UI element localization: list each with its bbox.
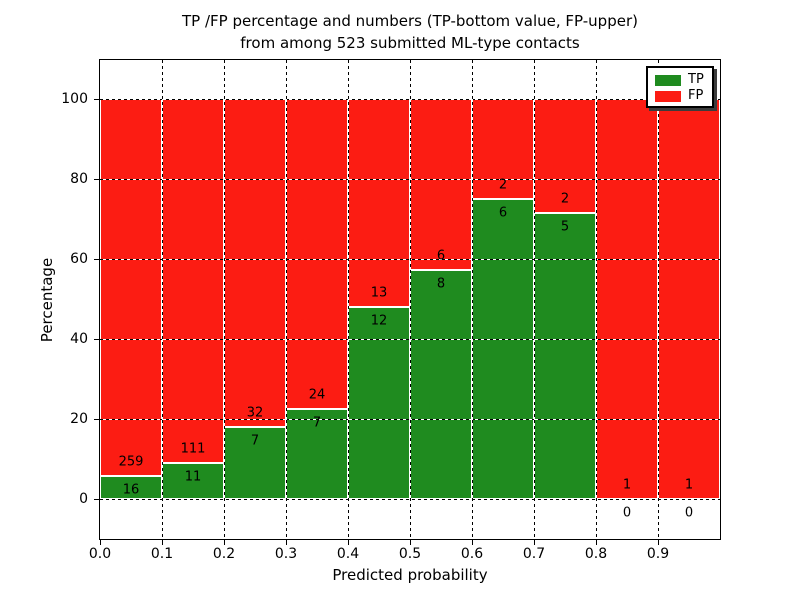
- x-tick-mark: [348, 540, 349, 545]
- annotation-tp-count: 0: [622, 505, 632, 521]
- y-tick-mark: [94, 499, 99, 500]
- x-tick-label: 0.4: [336, 546, 360, 562]
- annotation-tp-count: 8: [436, 276, 446, 292]
- x-tick-mark: [472, 540, 473, 545]
- gridline-vertical: [162, 60, 163, 539]
- legend-item-fp: FP: [655, 88, 705, 104]
- annotation-fp-count: 24: [308, 387, 326, 403]
- x-tick-label: 0.1: [150, 546, 174, 562]
- annotation-fp-count: 13: [370, 285, 388, 301]
- gridline-vertical: [410, 60, 411, 539]
- annotation-tp-count: 16: [122, 482, 140, 498]
- y-axis-label: Percentage: [38, 257, 56, 343]
- gridline-vertical: [348, 60, 349, 539]
- x-tick-label: 0.0: [88, 546, 112, 562]
- bar-segment-tp: [472, 199, 534, 499]
- x-tick-label: 0.6: [460, 546, 484, 562]
- annotation-fp-count: 1: [622, 477, 632, 493]
- x-tick-mark: [410, 540, 411, 545]
- bar-segment-fp: [224, 99, 286, 428]
- annotation-tp-count: 0: [684, 505, 694, 521]
- x-tick-mark: [224, 540, 225, 545]
- y-tick-label: 0: [79, 491, 88, 507]
- chart-title-line2: from among 523 submitted ML-type contact…: [240, 34, 580, 52]
- gridline-vertical: [286, 60, 287, 539]
- plot-area: 259 16 111 11 32 7 24 7 13 12 6 8 2 6 2 5 1 0 1 0: [99, 59, 721, 540]
- x-tick-mark: [596, 540, 597, 545]
- chart-title-line1: TP /FP percentage and numbers (TP-bottom…: [182, 12, 638, 30]
- y-tick-label: 60: [70, 251, 88, 267]
- y-tick-mark: [94, 99, 99, 100]
- bar-segment-tp: [534, 213, 596, 499]
- y-tick-label: 20: [70, 411, 88, 427]
- annotation-tp-count: 7: [250, 433, 260, 449]
- bar-segment-fp: [162, 99, 224, 463]
- x-tick-mark: [162, 540, 163, 545]
- bar-segment-fp: [100, 99, 162, 476]
- annotation-fp-count: 2: [560, 191, 570, 207]
- annotation-fp-count: 1: [684, 477, 694, 493]
- x-tick-mark: [100, 540, 101, 545]
- legend-label-tp: TP: [688, 72, 704, 87]
- legend: TP FP: [646, 66, 714, 108]
- tp-color-swatch-icon: [655, 74, 681, 86]
- annotation-fp-count: 111: [180, 441, 206, 457]
- x-axis-label: Predicted probability: [332, 566, 488, 584]
- annotation-tp-count: 6: [498, 205, 508, 221]
- bar-segment-fp: [596, 99, 658, 499]
- bar-segment-tp: [224, 427, 286, 499]
- fp-color-swatch-icon: [655, 90, 681, 102]
- annotation-fp-count: 6: [436, 248, 446, 264]
- x-tick-label: 0.5: [398, 546, 422, 562]
- legend-label-fp: FP: [688, 88, 704, 103]
- y-tick-mark: [94, 339, 99, 340]
- gridline-vertical: [658, 60, 659, 539]
- gridline-vertical: [534, 60, 535, 539]
- x-tick-label: 0.3: [274, 546, 298, 562]
- bar-segment-tp: [162, 462, 224, 499]
- y-tick-mark: [94, 179, 99, 180]
- y-tick-mark: [94, 259, 99, 260]
- gridline-vertical: [472, 60, 473, 539]
- bar-segment-fp: [348, 99, 410, 307]
- annotation-fp-count: 32: [246, 405, 264, 421]
- annotation-fp-count: 2: [498, 177, 508, 193]
- annotation-fp-count: 259: [118, 454, 144, 470]
- bar-segment-fp: [286, 99, 348, 409]
- x-tick-label: 0.2: [212, 546, 236, 562]
- bar-segment-tp: [348, 307, 410, 499]
- y-tick-label: 100: [61, 91, 88, 107]
- y-tick-mark: [94, 419, 99, 420]
- x-tick-mark: [286, 540, 287, 545]
- annotation-tp-count: 5: [560, 219, 570, 235]
- x-tick-mark: [658, 540, 659, 545]
- chart-title: TP /FP percentage and numbers (TP-bottom…: [100, 10, 720, 54]
- x-tick-label: 0.7: [522, 546, 546, 562]
- legend-item-tp: TP: [655, 72, 705, 88]
- x-tick-label: 0.8: [584, 546, 608, 562]
- gridline-vertical: [596, 60, 597, 539]
- y-tick-label: 40: [70, 331, 88, 347]
- bar-segment-tp: [100, 475, 162, 499]
- x-tick-mark: [534, 540, 535, 545]
- y-tick-label: 80: [70, 171, 88, 187]
- bar-segment-fp: [658, 99, 720, 499]
- x-tick-label: 0.9: [646, 546, 670, 562]
- annotation-tp-count: 7: [312, 415, 322, 431]
- bar-segment-tp: [410, 270, 472, 499]
- annotation-tp-count: 11: [184, 469, 202, 485]
- bar-segment-fp: [410, 99, 472, 271]
- gridline-vertical: [224, 60, 225, 539]
- annotation-tp-count: 12: [370, 313, 388, 329]
